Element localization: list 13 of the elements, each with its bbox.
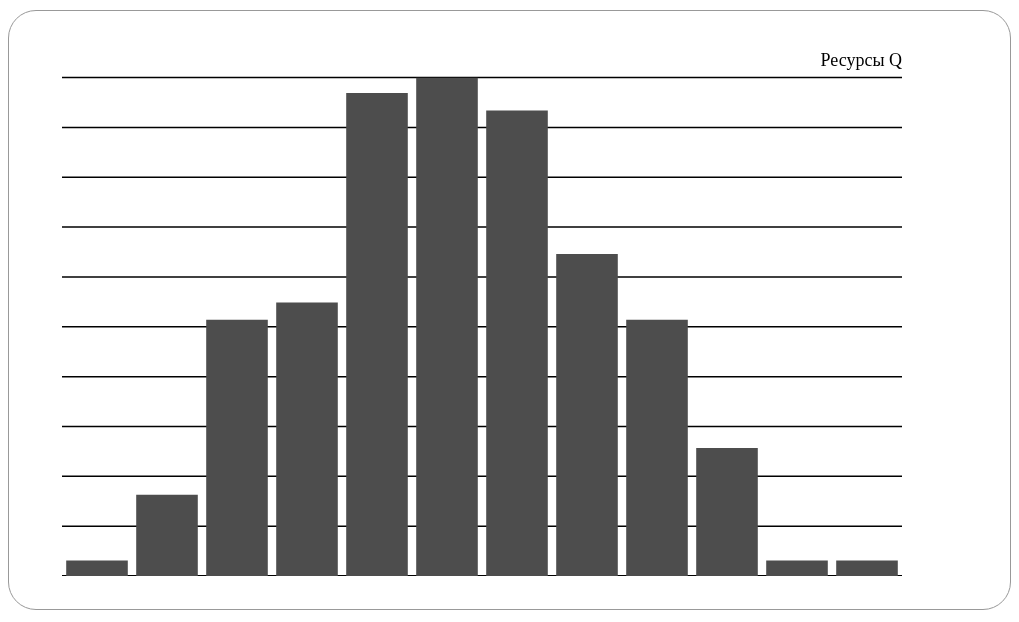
bar (66, 560, 128, 576)
bar (766, 560, 828, 576)
bar (416, 77, 478, 576)
bar (626, 319, 688, 576)
chart-title: Ресурсы Q (820, 49, 902, 70)
bar (836, 560, 898, 576)
bar (696, 447, 758, 576)
bar (556, 254, 618, 576)
bar (136, 494, 198, 576)
bar (346, 93, 408, 576)
bar (276, 302, 338, 576)
bar (206, 319, 268, 576)
bar (486, 110, 548, 576)
